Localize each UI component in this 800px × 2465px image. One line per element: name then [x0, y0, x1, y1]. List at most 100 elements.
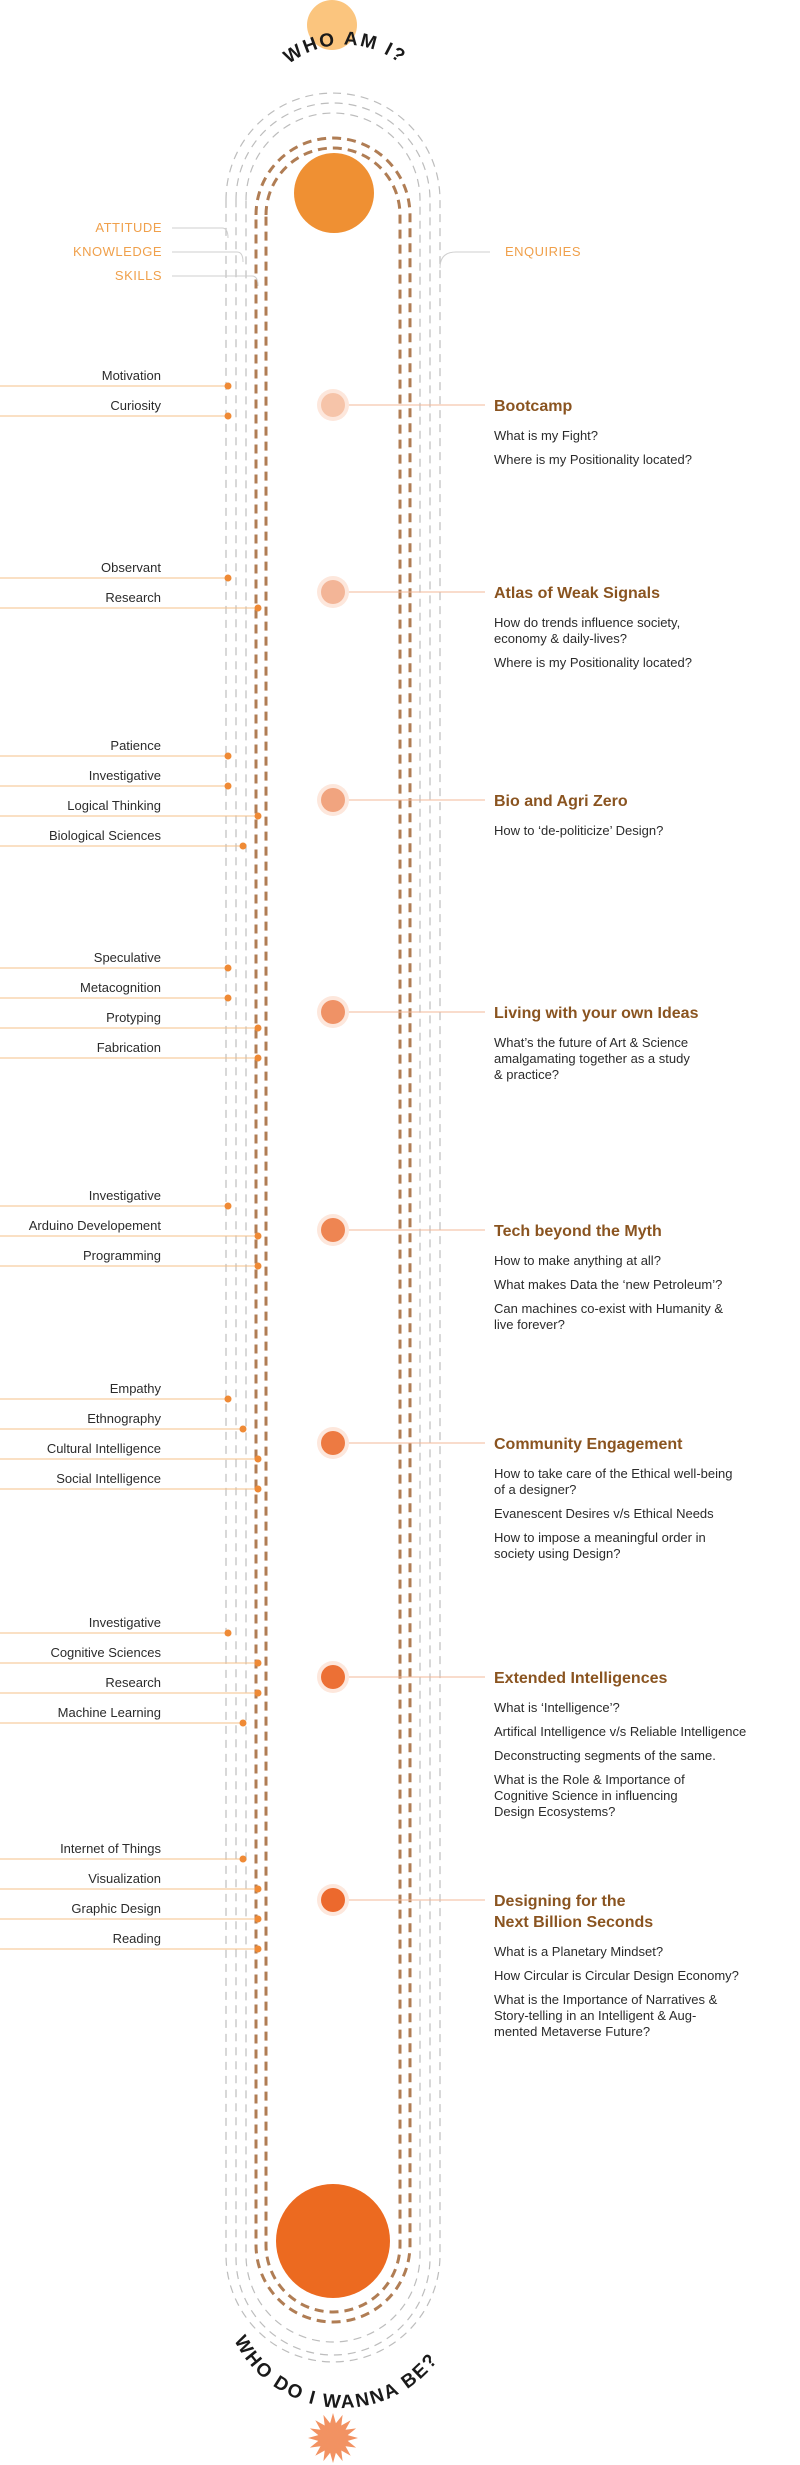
station: Community Engagement How to take care of …: [0, 1381, 732, 1561]
station-question: What is a Planetary Mindset?: [494, 1944, 663, 1959]
station: Designing for the Next Billion Seconds Wha…: [0, 1841, 739, 2039]
skill-dot: [224, 782, 232, 790]
header-title-text: WHO AM I?: [280, 28, 408, 68]
legend: ATTITUDE KNOWLEDGE SKILLS ENQUIRIES: [73, 220, 581, 287]
skill-dot: [224, 964, 232, 972]
station-question: How to ‘de-politicize’ Design?: [494, 823, 663, 838]
skill-dot: [254, 812, 262, 820]
station-title: Living with your own Ideas: [494, 1005, 699, 1022]
skill-label: Logical Thinking: [67, 798, 161, 813]
top-circle: [307, 0, 357, 50]
skill-dot: [239, 842, 247, 850]
skill-label: Arduino Developement: [29, 1218, 162, 1233]
station-node: [321, 393, 345, 417]
station-question: What is the Importance of Narratives &: [494, 1992, 718, 2007]
skill-label: Investigative: [89, 768, 161, 783]
station-question: Cognitive Science in influencing: [494, 1788, 678, 1803]
thin-track: [245, 112, 421, 2343]
legend-bracket: [236, 251, 244, 263]
station-question: mented Metaverse Future?: [494, 2024, 650, 2039]
station-node: [321, 1665, 345, 1689]
station-node: [321, 580, 345, 604]
skill-dot: [224, 412, 232, 420]
thin-track: [225, 92, 441, 2363]
skill-label: Visualization: [88, 1871, 161, 1886]
station-node: [321, 1431, 345, 1455]
station-question: How to take care of the Ethical well-bei…: [494, 1466, 732, 1481]
station-node: [321, 788, 345, 812]
skill-dot: [224, 1395, 232, 1403]
station-title: Community Engagement: [494, 1436, 683, 1453]
skill-dot: [239, 1855, 247, 1863]
skill-label: Social Intelligence: [56, 1471, 161, 1486]
station-title: Bio and Agri Zero: [494, 793, 628, 810]
skill-dot: [224, 994, 232, 1002]
station: Bio and Agri Zero How to ‘de-politicize’ …: [0, 738, 663, 850]
skill-dot: [254, 1885, 262, 1893]
station-node: [321, 1000, 345, 1024]
station-question: How to make anything at all?: [494, 1253, 661, 1268]
skill-dot: [254, 1945, 262, 1953]
station-question: amalgamating together as a study: [494, 1051, 690, 1066]
skill-dot: [254, 604, 262, 612]
legend-label: SKILLS: [115, 268, 162, 283]
skill-dot: [224, 1629, 232, 1637]
station: Atlas of Weak Signals How do trends influ…: [0, 560, 692, 670]
station-title: Tech beyond the Myth: [494, 1223, 662, 1240]
station-question: Design Ecosystems?: [494, 1804, 615, 1819]
sun-core: [321, 2426, 345, 2450]
station-title: Atlas of Weak Signals: [494, 585, 660, 602]
station-node: [321, 1888, 345, 1912]
station-title: Designing for the: [494, 1893, 626, 1910]
skill-label: Programming: [83, 1248, 161, 1263]
legend-bracket: [439, 251, 490, 269]
skill-label: Biological Sciences: [49, 828, 162, 843]
station-question: of a designer?: [494, 1482, 576, 1497]
skill-dot: [239, 1719, 247, 1727]
station-question: & practice?: [494, 1067, 559, 1082]
skill-dot: [224, 382, 232, 390]
station-question: Can machines co-exist with Humanity &: [494, 1301, 723, 1316]
skill-dot: [224, 574, 232, 582]
header-title: WHO AM I?: [280, 28, 410, 68]
station-question: How to impose a meaningful order in: [494, 1530, 706, 1545]
skill-label: Curiosity: [110, 398, 161, 413]
station-title: Next Billion Seconds: [494, 1914, 653, 1931]
station-question: What makes Data the ‘new Petroleum’?: [494, 1277, 722, 1292]
skill-dot: [224, 752, 232, 760]
station-question: Deconstructing segments of the same.: [494, 1748, 716, 1763]
skill-dot: [254, 1262, 262, 1270]
start-circle: [294, 153, 374, 233]
skill-label: Protyping: [106, 1010, 161, 1025]
skill-label: Patience: [110, 738, 161, 753]
thick-dashed-tracks: [254, 136, 412, 2324]
skill-label: Investigative: [89, 1615, 161, 1630]
skill-label: Fabrication: [97, 1040, 161, 1055]
station-question: How Circular is Circular Design Economy?: [494, 1968, 739, 1983]
station-question: What’s the future of Art & Science: [494, 1035, 688, 1050]
skill-dot: [254, 1054, 262, 1062]
station-question: Where is my Positionality located?: [494, 655, 692, 670]
station-title: Bootcamp: [494, 398, 572, 415]
skill-label: Investigative: [89, 1188, 161, 1203]
skill-label: Metacognition: [80, 980, 161, 995]
station: Extended Intelligences What is ‘Intellige…: [0, 1615, 746, 1819]
skill-dot: [239, 1425, 247, 1433]
station-question: What is my Fight?: [494, 428, 598, 443]
station-question: Evanescent Desires v/s Ethical Needs: [494, 1506, 714, 1521]
skill-label: Speculative: [94, 950, 161, 965]
skill-dot: [254, 1915, 262, 1923]
station-question: live forever?: [494, 1317, 565, 1332]
station-question: society using Design?: [494, 1546, 620, 1561]
legend-label-enquiries: ENQUIRIES: [505, 244, 581, 259]
stations: Bootcamp What is my Fight? Where is my Pos…: [0, 368, 746, 2039]
legend-label: KNOWLEDGE: [73, 244, 162, 259]
station-question: Artifical Intelligence v/s Reliable Inte…: [494, 1724, 746, 1739]
footer-title: WHO DO I WANNA BE?: [230, 2332, 443, 2413]
skill-label: Reading: [113, 1931, 161, 1946]
skill-dot: [254, 1455, 262, 1463]
thin-track: [235, 102, 431, 2356]
skill-label: Ethnography: [87, 1411, 161, 1426]
station-question: How do trends influence society,: [494, 615, 680, 630]
